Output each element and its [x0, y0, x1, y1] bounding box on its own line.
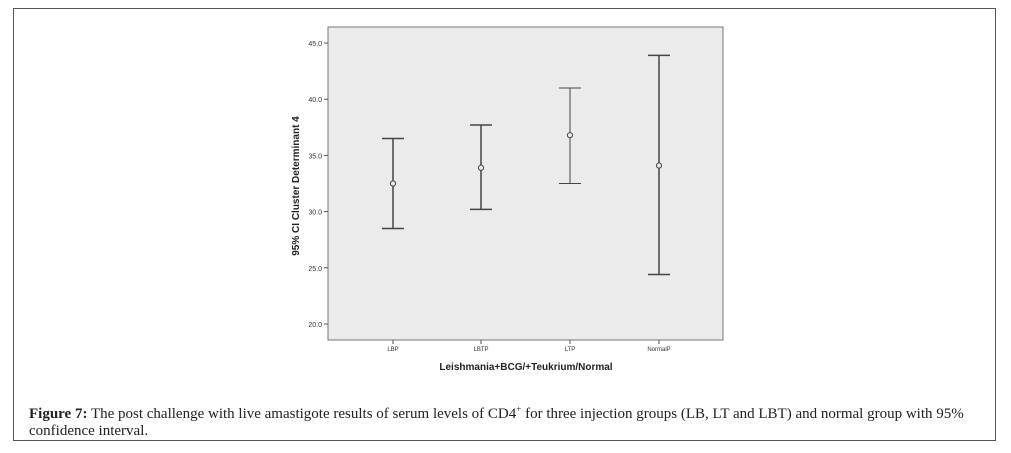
- caption-label: Figure 7:: [29, 406, 88, 422]
- x-tick-label: LTP: [565, 347, 576, 353]
- y-tick-label: 45.0: [308, 41, 322, 48]
- y-axis: 20.0 25.0 30.0 35.0 40.0 45.0: [308, 41, 328, 329]
- x-axis-label: Leishmania+BCG/+Teukrium/Normal: [439, 362, 612, 373]
- mean-point-NormalP: [655, 162, 663, 169]
- y-tick-label: 20.0: [308, 322, 322, 329]
- x-tick-label: NormalP: [647, 347, 670, 353]
- caption-superscript: +: [516, 404, 522, 414]
- y-tick-label: 35.0: [308, 153, 322, 160]
- mean-point-LBP: [389, 180, 397, 187]
- mean-point-LBTP: [477, 164, 485, 171]
- y-tick-label: 40.0: [308, 97, 322, 104]
- plot-area: [327, 26, 724, 341]
- y-tick-label: 30.0: [308, 210, 322, 217]
- error-bars: [382, 54, 670, 276]
- x-axis: LBP LBTP LTP NormalP: [387, 340, 671, 353]
- figure-frame: [13, 8, 996, 441]
- x-tick-label: LBP: [387, 347, 398, 353]
- x-tick-label: LBTP: [473, 347, 488, 353]
- y-tick-label: 25.0: [308, 266, 322, 273]
- mean-point-LTP: [566, 132, 574, 139]
- caption-text-2: for three injection groups (LB, LT and L…: [29, 406, 964, 439]
- y-axis-label: 95% CI Cluster Determinant 4: [291, 116, 302, 256]
- figure-caption: Figure 7: The post challenge with live a…: [29, 401, 989, 440]
- caption-text-1: The post challenge with live amastigote …: [87, 406, 517, 422]
